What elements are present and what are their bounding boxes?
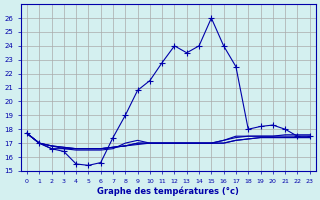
X-axis label: Graphe des températures (°c): Graphe des températures (°c) bbox=[97, 186, 239, 196]
